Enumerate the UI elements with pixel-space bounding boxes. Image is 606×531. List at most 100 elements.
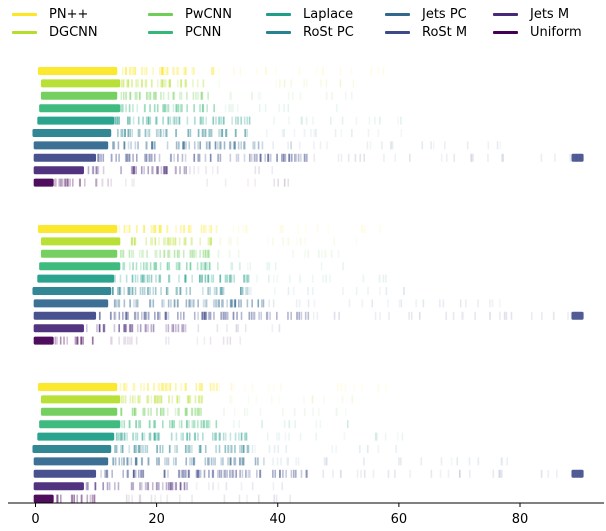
strip-core-mark <box>32 129 112 137</box>
strip-tick-mark <box>95 166 98 175</box>
strip-tick-mark <box>166 141 169 150</box>
strip-tick-mark <box>148 432 151 441</box>
strip-tick-mark <box>189 166 191 175</box>
strip-tick-mark <box>80 336 82 345</box>
strip-tick-mark <box>229 262 232 271</box>
strip-tick-mark <box>176 395 179 404</box>
strip-tick-mark <box>234 129 237 137</box>
strip-tick-mark <box>125 274 128 283</box>
strip-tick-mark <box>165 482 168 491</box>
strip-tick-mark <box>153 262 155 271</box>
strip-tick-mark <box>127 153 129 162</box>
strip-tick-mark <box>267 153 269 162</box>
strip-tick-mark <box>209 237 211 246</box>
strip-tick-mark <box>267 153 270 162</box>
strip-tick-mark <box>222 457 224 466</box>
legend-label: Uniform <box>530 24 582 40</box>
strip-tick-mark <box>191 407 194 416</box>
strip-tick-mark <box>257 299 260 308</box>
strip-tick-mark <box>178 407 180 416</box>
strip-tick-mark <box>147 166 150 175</box>
strip-tick-mark <box>244 129 246 137</box>
strip-tick-mark <box>295 457 297 466</box>
strip-tick-mark <box>348 299 351 308</box>
strip-tick-mark <box>131 237 134 246</box>
strip-tick-mark <box>127 287 129 295</box>
strip-tick-mark <box>179 482 182 491</box>
strip-tick-mark <box>265 129 268 137</box>
strip-tick-mark <box>288 116 290 125</box>
strip-tick-mark <box>157 383 160 391</box>
strip-tick-mark <box>133 383 136 391</box>
strip-tick-mark <box>334 129 337 137</box>
strip-tick-mark <box>141 67 143 75</box>
strip-tick-mark <box>179 287 182 295</box>
strip-tick-mark <box>133 166 135 175</box>
strip-tick-mark <box>140 482 143 491</box>
strip-tick-mark <box>118 324 120 333</box>
strip-tick-mark <box>234 432 237 441</box>
strip-tick-mark <box>361 299 364 308</box>
strip-core-mark <box>33 469 97 478</box>
strip-tick-mark <box>192 457 195 466</box>
strip-tick-mark <box>154 420 156 429</box>
strip-tick-mark <box>184 274 186 283</box>
strip-tick-mark <box>247 178 249 187</box>
strip-tick-mark <box>487 153 489 162</box>
strip-tick-mark <box>327 225 330 233</box>
strip-tick-mark <box>153 432 156 441</box>
strip-tick-mark <box>461 311 463 320</box>
strip-tick-mark <box>199 383 202 391</box>
strip-tick-mark <box>273 445 276 453</box>
strip-tick-mark <box>304 249 306 258</box>
strip-tick-mark <box>240 432 243 441</box>
strip-tick-mark <box>161 383 163 391</box>
strip-tick-mark <box>287 104 290 113</box>
strip-tick-mark <box>212 166 214 175</box>
strip-tick-mark <box>230 299 232 308</box>
strip-tick-mark <box>154 494 156 503</box>
strip-tick-mark <box>265 67 268 75</box>
strip-tick-mark <box>229 274 232 283</box>
strip-tick-mark <box>282 407 284 416</box>
strip-tick-mark <box>130 249 133 258</box>
strip-tick-mark <box>194 420 196 429</box>
strip-tick-mark <box>165 383 167 391</box>
strip-tick-mark <box>102 178 104 187</box>
strip-tick-mark <box>204 129 207 137</box>
strip-tick-mark <box>166 262 169 271</box>
strip-tick-mark <box>147 395 150 404</box>
strip-tick-mark <box>192 91 195 100</box>
strip-tick-mark <box>176 395 178 404</box>
strip-tick-mark <box>172 91 175 100</box>
strip-tick-mark <box>107 178 110 187</box>
strip-tick-mark <box>245 469 247 478</box>
strip-tick-mark <box>161 67 164 75</box>
strip-tick-mark <box>91 166 94 175</box>
strip-tick-mark <box>567 311 569 320</box>
strip-tick-mark <box>185 67 187 75</box>
strip-tick-mark <box>223 407 225 416</box>
strip-tick-mark <box>157 129 160 137</box>
strip-tick-mark <box>158 432 161 441</box>
strip-tick-mark <box>248 445 251 453</box>
strip-tick-mark <box>165 166 167 175</box>
strip-tick-mark <box>216 469 219 478</box>
strip-tick-mark <box>155 482 158 491</box>
strip-tick-mark <box>203 336 206 345</box>
strip-tick-mark <box>387 469 390 478</box>
strip-tick-mark <box>124 129 126 137</box>
strip-tick-mark <box>146 262 149 271</box>
strip-tick-mark <box>183 166 186 175</box>
strip-tick-mark <box>403 287 405 295</box>
strip-tick-mark <box>200 225 203 233</box>
strip-tick-mark <box>195 482 198 491</box>
strip-tick-mark <box>279 469 281 478</box>
strip-tick-mark <box>350 91 353 100</box>
strip-tick-mark <box>185 141 187 150</box>
strip-tick-mark <box>135 407 137 416</box>
strip-tick-mark <box>237 225 240 233</box>
strip-tick-mark <box>239 287 242 295</box>
strip-tick-mark <box>278 395 280 404</box>
strip-tick-mark <box>186 482 188 491</box>
